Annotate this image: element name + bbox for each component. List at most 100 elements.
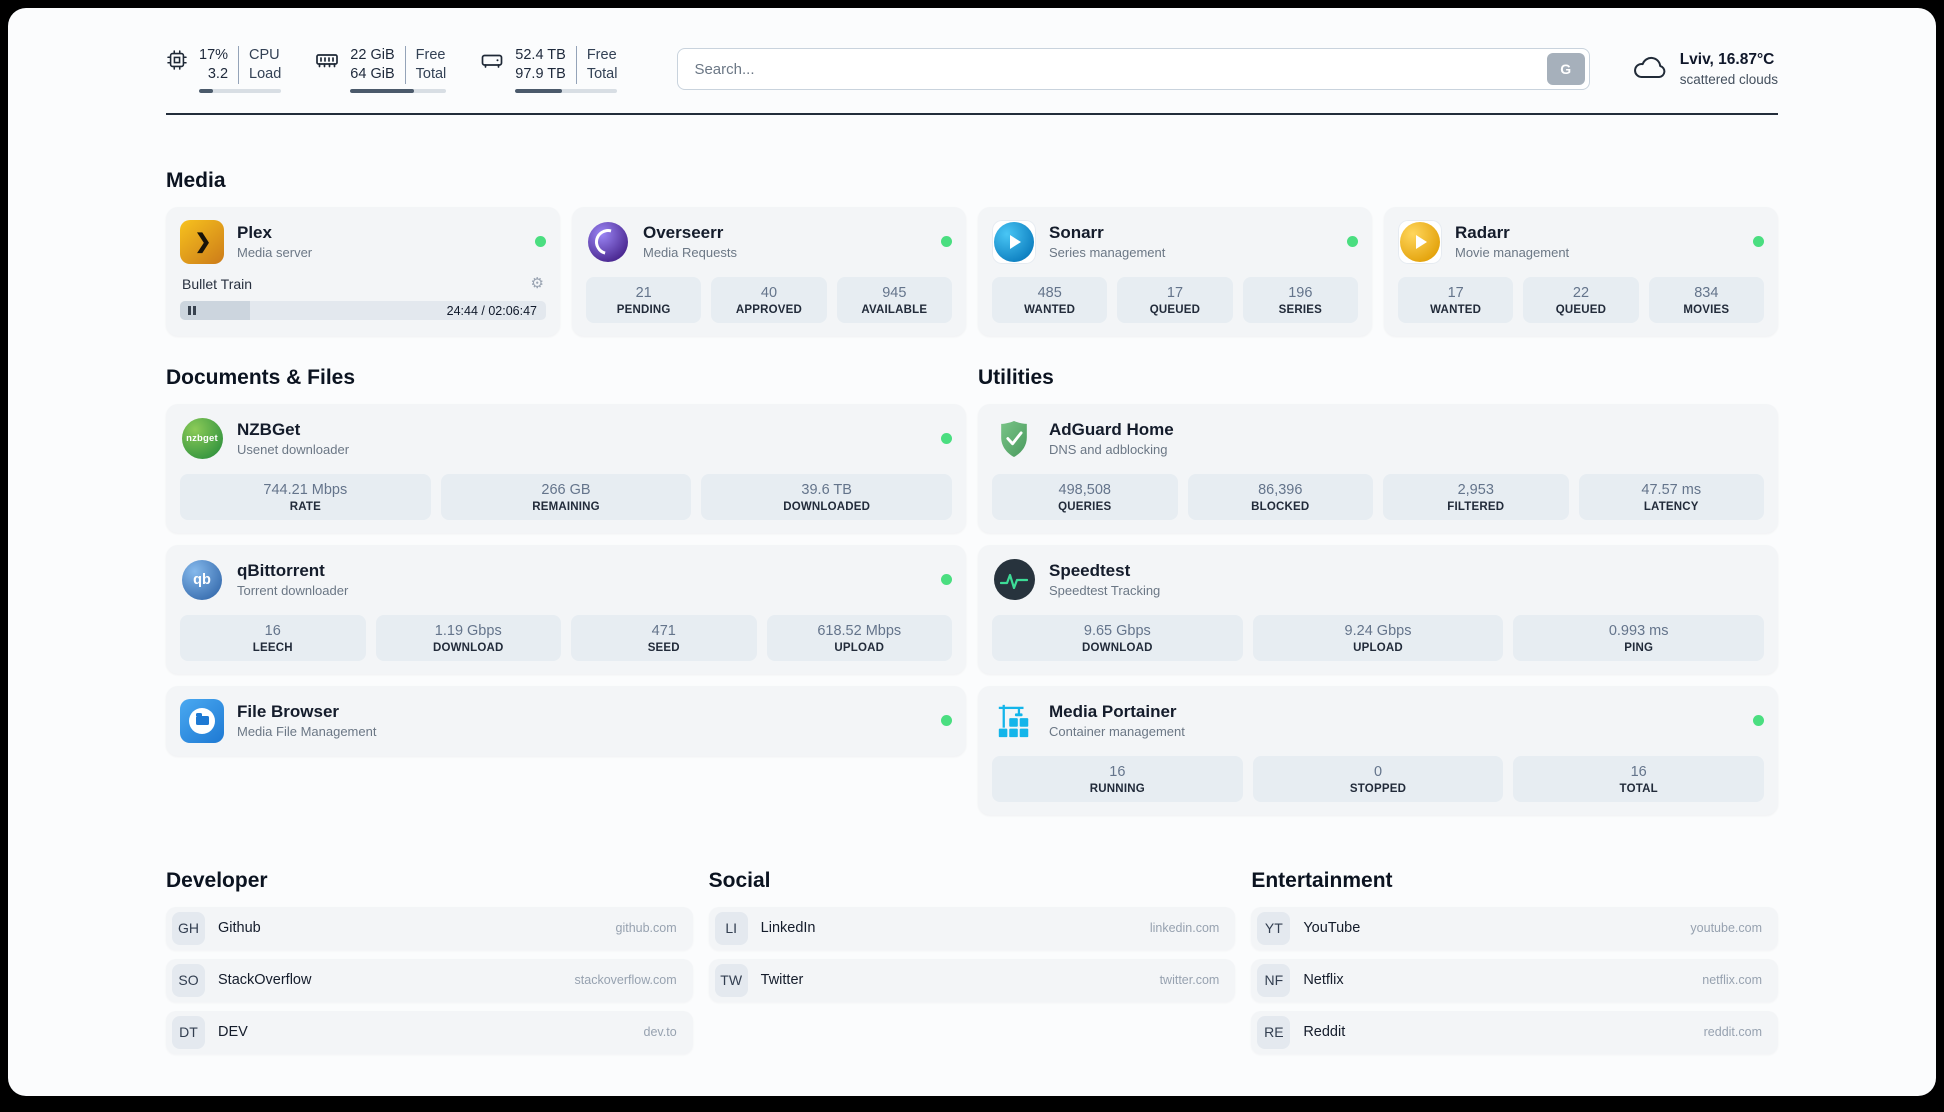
section-utilities: Utilities	[978, 366, 1778, 815]
bookmark-name: Netflix	[1303, 972, 1344, 989]
service-card-plex[interactable]: ❯ Plex Media server Bullet Train ⚙	[166, 206, 560, 336]
bookmark-github[interactable]: GH Github github.com	[166, 906, 693, 950]
section-entertainment: Entertainment YT YouTube youtube.com NF …	[1251, 869, 1778, 1063]
stat-wanted: 485 WANTED	[992, 276, 1108, 323]
section-media: Media ❯ Plex Media server Bullet Train	[166, 169, 1778, 336]
search-input[interactable]	[677, 48, 1590, 91]
stat-seed: 471 SEED	[571, 614, 757, 661]
pause-icon	[188, 305, 196, 315]
bookmark-abbr: DT	[172, 1015, 205, 1049]
cpu-widget: 17% CPU 3.2 Load	[166, 46, 282, 93]
weather-location: Lviv, 16.87°C	[1679, 51, 1775, 69]
bookmark-abbr: YT	[1257, 911, 1291, 945]
service-name: AdGuard Home	[1049, 419, 1174, 439]
bookmark-linkedin[interactable]: LI LinkedIn linkedin.com	[708, 906, 1236, 950]
memory-icon	[315, 49, 339, 71]
stat-ping: 0.993 ms PING	[1513, 614, 1765, 661]
memory-free-value: 22 GiB	[350, 47, 395, 63]
service-card-radarr[interactable]: Radarr Movie management 17 WANTED 22 QUE…	[1384, 206, 1778, 336]
bookmark-abbr: LI	[714, 911, 748, 945]
bookmark-name: Reddit	[1303, 1024, 1346, 1041]
status-dot	[941, 433, 952, 445]
top-bar: 17% CPU 3.2 Load	[166, 8, 1778, 93]
service-card-portainer[interactable]: Media Portainer Container management 16 …	[978, 685, 1778, 815]
service-card-speedtest[interactable]: Speedtest Speedtest Tracking 9.65 Gbps D…	[978, 544, 1778, 674]
nzbget-icon: nzbget	[180, 417, 224, 461]
status-dot	[1347, 236, 1358, 248]
section-social: Social LI LinkedIn linkedin.com TW Twitt…	[708, 869, 1236, 1011]
stat-upload: 618.52 Mbps UPLOAD	[766, 614, 952, 661]
stat-total: 16 TOTAL	[1513, 755, 1765, 802]
service-subtitle: DNS and adblocking	[1049, 442, 1168, 458]
disk-usage-bar	[515, 88, 618, 93]
bookmark-netflix[interactable]: NF Netflix netflix.com	[1251, 958, 1778, 1002]
disk-total-label: Total	[575, 64, 617, 84]
stat-pending: 21 PENDING	[586, 276, 702, 323]
bookmark-dev[interactable]: DT DEV dev.to	[166, 1010, 693, 1054]
stat-leech: 16 LEECH	[180, 614, 366, 661]
stat-series: 196 SERIES	[1242, 276, 1358, 323]
service-card-overseerr[interactable]: Overseerr Media Requests 21 PENDING 40 A…	[572, 206, 966, 336]
service-card-sonarr[interactable]: Sonarr Series management 485 WANTED 17 Q…	[978, 206, 1372, 336]
bookmark-domain: youtube.com	[1690, 921, 1762, 936]
stat-download: 9.65 Gbps DOWNLOAD	[992, 614, 1243, 661]
stat-stopped: 0 STOPPED	[1252, 755, 1504, 802]
bookmark-abbr: TW	[714, 963, 748, 997]
search-provider-button[interactable]: G	[1546, 53, 1585, 86]
service-subtitle: Torrent downloader	[237, 583, 349, 599]
stat-queued: 17 QUEUED	[1117, 276, 1233, 323]
qbittorrent-icon: qb	[180, 558, 224, 602]
service-name: qBittorrent	[237, 560, 325, 580]
cpu-usage-bar	[199, 88, 282, 93]
sonarr-icon	[992, 219, 1036, 264]
disk-free-value: 52.4 TB	[515, 47, 566, 63]
bookmark-stackoverflow[interactable]: SO StackOverflow stackoverflow.com	[166, 958, 693, 1002]
stat-available: 945 AVAILABLE	[836, 276, 952, 323]
service-card-filebrowser[interactable]: File Browser Media File Management	[166, 685, 966, 756]
playback-time: 24:44 / 02:06:47	[446, 303, 537, 318]
bookmark-name: LinkedIn	[760, 920, 816, 937]
status-dot	[1753, 715, 1764, 727]
service-subtitle: Media Requests	[643, 245, 737, 261]
bookmark-name: StackOverflow	[218, 972, 312, 989]
bookmark-domain: github.com	[615, 921, 677, 936]
cpu-load-label: Load	[238, 64, 281, 84]
status-dot	[1753, 236, 1764, 248]
bookmark-domain: twitter.com	[1159, 973, 1220, 988]
overseerr-icon	[586, 220, 630, 264]
bookmark-name: Twitter	[760, 972, 804, 989]
stat-blocked: 86,396 BLOCKED	[1187, 473, 1373, 520]
bookmark-domain: reddit.com	[1703, 1025, 1762, 1040]
bookmark-abbr: GH	[172, 911, 205, 945]
stat-remaining: 266 GB REMAINING	[440, 473, 692, 520]
stat-latency: 47.57 ms LATENCY	[1578, 473, 1764, 520]
bookmark-abbr: NF	[1257, 963, 1291, 997]
stat-wanted: 17 WANTED	[1398, 276, 1514, 323]
bookmark-reddit[interactable]: RE Reddit reddit.com	[1251, 1010, 1778, 1054]
disk-free-label: Free	[575, 46, 618, 65]
service-card-nzbget[interactable]: nzbget NZBGet Usenet downloader 744.21 M…	[166, 403, 966, 533]
stat-queued: 22 QUEUED	[1523, 276, 1639, 323]
status-dot	[941, 236, 952, 248]
bookmark-domain: dev.to	[643, 1025, 677, 1040]
dashboard-page: 17% CPU 3.2 Load	[8, 8, 1936, 1096]
service-card-qbittorrent[interactable]: qb qBittorrent Torrent downloader 16	[166, 544, 966, 674]
stat-rate: 744.21 Mbps RATE	[180, 473, 431, 520]
bookmark-name: YouTube	[1303, 920, 1361, 937]
service-card-adguard[interactable]: AdGuard Home DNS and adblocking 498,508 …	[978, 403, 1778, 533]
settings-icon[interactable]: ⚙	[530, 275, 544, 293]
bookmark-name: Github	[218, 920, 261, 937]
stat-queries: 498,508 QUERIES	[992, 473, 1178, 520]
bookmark-domain: stackoverflow.com	[574, 973, 677, 988]
stat-downloaded: 39.6 TB DOWNLOADED	[701, 473, 953, 520]
stat-approved: 40 APPROVED	[711, 276, 827, 323]
section-title-developer: Developer	[166, 868, 268, 892]
playback-progress-bar: 24:44 / 02:06:47	[180, 300, 546, 320]
bookmark-domain: netflix.com	[1702, 973, 1762, 988]
bookmark-youtube[interactable]: YT YouTube youtube.com	[1251, 906, 1778, 950]
section-title-media: Media	[166, 168, 226, 192]
section-title-utilities: Utilities	[978, 365, 1054, 389]
bookmark-twitter[interactable]: TW Twitter twitter.com	[708, 958, 1236, 1002]
weather-description: scattered clouds	[1679, 72, 1778, 88]
memory-usage-bar	[350, 88, 447, 93]
